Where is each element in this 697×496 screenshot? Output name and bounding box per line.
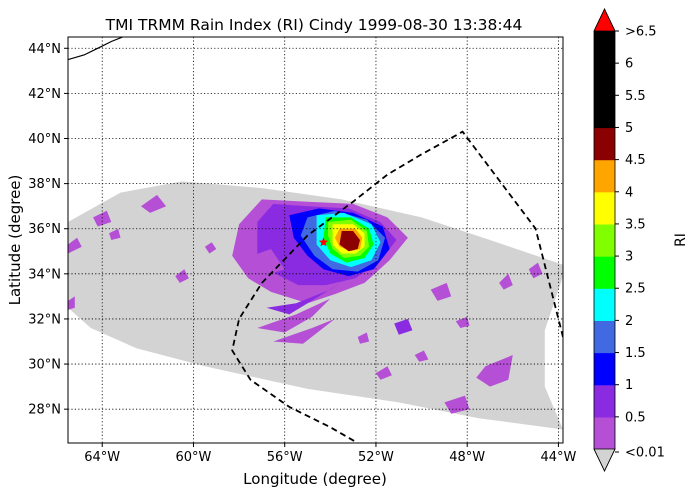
- storm-center-star: [318, 237, 329, 247]
- colorbar-segment: [594, 352, 615, 386]
- y-tick-label: 42°N: [28, 87, 61, 102]
- rain-patch-30: [357, 332, 370, 344]
- rain-patch-20: [204, 242, 217, 254]
- rain-patch-18: [68, 296, 75, 310]
- rain-patch-14: [141, 194, 167, 213]
- x-axis-label: Longitude (degree): [243, 470, 387, 488]
- rain-patch-21: [430, 282, 452, 301]
- x-tick-label: 60°W: [176, 450, 212, 465]
- rain-patch-29: [414, 350, 429, 362]
- colorbar-tick-label: 1: [625, 378, 633, 393]
- colorbar-segment: [594, 63, 615, 96]
- rain-patch-19: [175, 269, 189, 283]
- colorbar-tick-label: 6: [625, 57, 633, 72]
- colorbar-tick-label: 4: [625, 185, 633, 200]
- colorbar-outline: [593, 8, 616, 472]
- rain-patch-12: [273, 318, 335, 344]
- y-tick-label: 28°N: [28, 403, 61, 418]
- rain-index-field: [68, 194, 543, 414]
- colorbar-segment: [594, 288, 615, 321]
- x-tick-label: 56°W: [267, 450, 303, 465]
- colorbar-tick-label: 1.5: [625, 346, 646, 361]
- plot-frame: [67, 36, 564, 444]
- y-tick-label: 36°N: [28, 222, 61, 237]
- colorbar-segment: [594, 127, 615, 161]
- x-tick-label: 48°W: [449, 450, 485, 465]
- colorbar-tick-label: <0.01: [625, 446, 665, 461]
- y-tick-label: 32°N: [28, 312, 61, 327]
- colorbar-segment: [594, 191, 615, 225]
- colorbar-over-arrow: [593, 8, 616, 32]
- y-axis-label: Latitude (degree): [6, 175, 24, 306]
- colorbar-segment: [594, 320, 615, 354]
- rain-patch-27: [375, 366, 392, 380]
- rain-patch-11: [257, 298, 331, 333]
- colorbar-tick-label: 0.5: [625, 410, 646, 425]
- colorbar-segment: [594, 31, 615, 64]
- colorbar-tick-label: 4.5: [625, 153, 646, 168]
- rain-patch-22: [499, 273, 513, 290]
- chart-title: TMI TRMM Rain Index (RI) Cindy 1999-08-3…: [105, 16, 523, 34]
- x-tick-label: 52°W: [358, 450, 394, 465]
- rain-patch-24: [394, 318, 413, 335]
- rain-patch-28: [455, 316, 470, 328]
- rain-patch-17: [68, 237, 82, 254]
- plot-area: [68, 37, 563, 443]
- rain-patch-16: [109, 228, 121, 240]
- storm-track-line: [231, 130, 563, 443]
- colorbar-segment: [594, 95, 615, 129]
- colorbar-tick-label: 3: [625, 250, 633, 265]
- colorbar-label: RI: [673, 233, 689, 247]
- colorbar-segment: [594, 384, 615, 418]
- coastline: [68, 37, 123, 61]
- colorbar-segment: [594, 416, 615, 450]
- colorbar-segment: [594, 223, 615, 257]
- colorbar-under-arrow: [593, 448, 616, 472]
- storm-center-marker: [318, 237, 329, 247]
- colorbar-tick-label: 5: [625, 121, 633, 136]
- rain-patch-15: [93, 210, 112, 227]
- rain-patch-25: [476, 355, 513, 387]
- x-tick-label: 44°W: [540, 450, 576, 465]
- colorbar-tick-label: 3.5: [625, 217, 646, 232]
- rain-patch-9: [339, 231, 360, 252]
- y-tick-label: 40°N: [28, 132, 61, 147]
- colorbar-tick-label: >6.5: [625, 25, 657, 40]
- y-axis-ticks: 28°N 30°N 32°N 34°N 36°N 38°N 40°N 42°N 44°N: [28, 42, 68, 418]
- rain-patch-10: [266, 280, 344, 315]
- rain-patch-23: [528, 262, 543, 279]
- colorbar-tick-label: 2.5: [625, 282, 646, 297]
- x-axis-ticks: 64°W 60°W 56°W 52°W 48°W 44°W: [84, 443, 577, 465]
- colorbar: <0.01 0.5 1 1.5 2 2.5 3 3.5 4 4.5 5 5.5 6 >6.5: [593, 8, 665, 472]
- x-tick-label: 64°W: [84, 450, 120, 465]
- lat-lon-grid: [68, 37, 563, 443]
- y-tick-label: 38°N: [28, 177, 61, 192]
- colorbar-tick-label: 2: [625, 314, 633, 329]
- y-tick-label: 30°N: [28, 358, 61, 373]
- colorbar-tick-label: 5.5: [625, 89, 646, 104]
- colorbar-segment: [594, 256, 615, 289]
- rain-patch-13: [245, 249, 285, 279]
- y-tick-label: 44°N: [28, 42, 61, 57]
- colorbar-segment: [594, 159, 615, 193]
- y-tick-label: 34°N: [28, 267, 61, 282]
